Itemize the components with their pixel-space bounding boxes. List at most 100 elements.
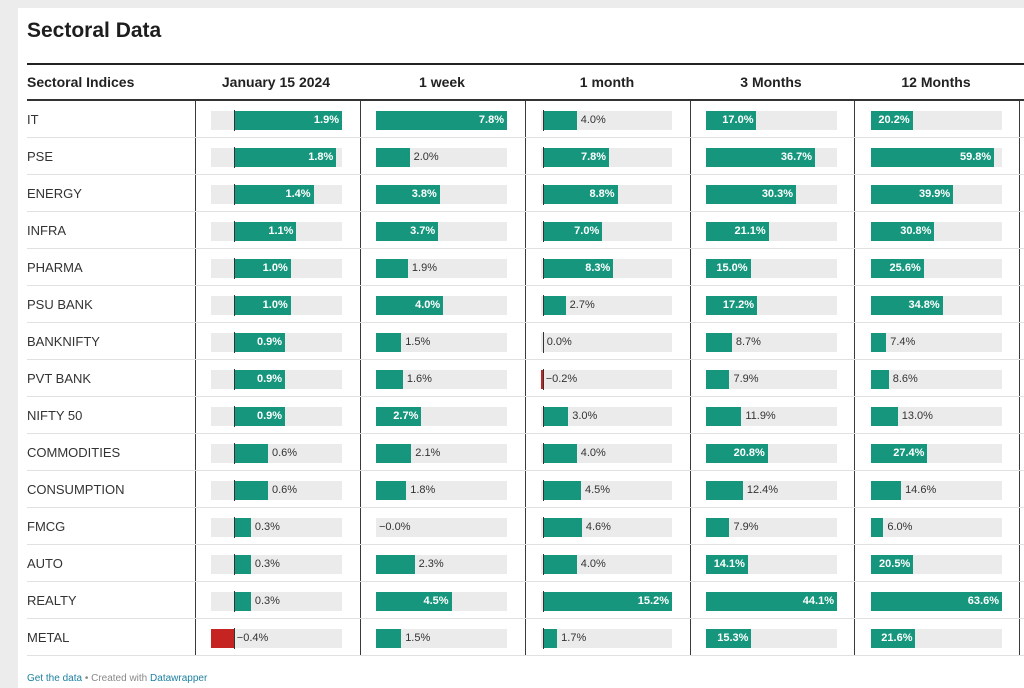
- bar: [376, 148, 410, 167]
- bar: [871, 111, 913, 130]
- value-label: 14.1%: [713, 558, 745, 570]
- bar-track: 1.8%: [211, 147, 342, 168]
- row-separator: [27, 396, 1024, 397]
- bar-track: 7.4%: [871, 333, 1002, 352]
- bar: [542, 222, 603, 241]
- value-label: 8.7%: [735, 336, 761, 348]
- bar-track: 20.8%: [706, 444, 837, 463]
- bar-track: 15.2%: [541, 591, 672, 612]
- bar: [706, 259, 751, 278]
- value-label: 3.7%: [410, 225, 436, 237]
- row-separator: [27, 544, 1024, 545]
- zero-line: [542, 258, 544, 279]
- row-separator: [27, 618, 1024, 619]
- bar-track: 21.6%: [871, 629, 1002, 648]
- column-divider: [690, 101, 691, 655]
- bar: [233, 259, 291, 278]
- bar-track: 8.6%: [871, 370, 1002, 389]
- value-label: −0.4%: [236, 632, 269, 644]
- row-label: BANKNIFTY: [27, 334, 100, 349]
- bar-track: 7.0%: [541, 221, 672, 242]
- row-separator: [27, 174, 1024, 175]
- datawrapper-link[interactable]: Datawrapper: [150, 673, 208, 684]
- row-label: PSE: [27, 149, 54, 164]
- bar-track: 20.2%: [871, 111, 1002, 130]
- bar: [376, 222, 439, 241]
- row-label: METAL: [27, 630, 70, 645]
- bar-track: 1.6%: [376, 370, 507, 389]
- bar-track: 2.7%: [376, 407, 507, 426]
- row-separator: [27, 248, 1024, 249]
- bar-track: 1.7%: [541, 628, 672, 649]
- bar-track: 34.8%: [871, 296, 1002, 315]
- column-header-2: 1 week: [419, 74, 465, 90]
- bar-track: 15.3%: [706, 629, 837, 648]
- bar: [233, 370, 286, 389]
- bar: [706, 518, 730, 537]
- bar-track: 0.6%: [211, 443, 342, 464]
- zero-line: [542, 369, 544, 390]
- value-label: 0.3%: [254, 558, 280, 570]
- value-label: 39.9%: [918, 188, 951, 200]
- table-row: BANKNIFTY 0.9% 1.5% 0.0% 8.7% 7.4%: [27, 323, 1024, 360]
- zero-line: [233, 258, 235, 279]
- value-label: 1.5%: [405, 336, 431, 348]
- bar: [542, 407, 569, 426]
- zero-line: [233, 147, 235, 168]
- bar: [542, 555, 577, 574]
- value-label: 6.0%: [887, 521, 913, 533]
- row-separator: [27, 137, 1024, 138]
- zero-line: [542, 443, 544, 464]
- table-row: CONSUMPTION 0.6% 1.8% 4.5% 12.4% 14.6%: [27, 471, 1024, 508]
- value-label: 30.3%: [761, 188, 794, 200]
- value-label: 15.3%: [717, 632, 749, 644]
- bar: [542, 259, 614, 278]
- row-label: NIFTY 50: [27, 408, 83, 423]
- table-row: NIFTY 50 0.9% 2.7% 3.0% 11.9% 13.0%: [27, 397, 1024, 434]
- bar: [706, 629, 752, 648]
- column-divider: [360, 101, 361, 655]
- row-label: IT: [27, 112, 39, 127]
- bar: [871, 407, 898, 426]
- value-label: 1.0%: [262, 299, 288, 311]
- value-label: 17.0%: [722, 114, 754, 126]
- table-row: PSE 1.8% 2.0% 7.8% 36.7% 59.8%: [27, 138, 1024, 175]
- bar: [871, 481, 902, 500]
- zero-line: [233, 480, 235, 501]
- bar: [376, 370, 403, 389]
- get-the-data-link[interactable]: Get the data: [27, 673, 83, 684]
- bar-track: 2.0%: [376, 148, 507, 167]
- value-label: 3.0%: [572, 410, 598, 422]
- value-label: 8.6%: [892, 373, 918, 385]
- column-header-1: January 15 2024: [221, 74, 331, 90]
- bar: [233, 407, 286, 426]
- value-label: 27.4%: [893, 447, 925, 459]
- value-label: 2.7%: [393, 410, 419, 422]
- bar: [871, 555, 914, 574]
- zero-line: [233, 221, 235, 242]
- zero-line: [542, 332, 544, 353]
- zero-line: [542, 480, 544, 501]
- zero-line: [542, 184, 544, 205]
- value-label: 11.9%: [745, 410, 776, 422]
- zero-line: [233, 295, 235, 316]
- value-label: 25.6%: [889, 262, 921, 274]
- zero-line: [233, 517, 235, 538]
- bar: [233, 518, 251, 537]
- row-separator: [27, 285, 1024, 286]
- value-label: 0.3%: [254, 595, 280, 607]
- column-header-3: 1 month: [579, 74, 635, 90]
- value-label: 63.6%: [967, 595, 999, 607]
- bar-track: 15.0%: [706, 259, 837, 278]
- zero-line: [542, 221, 544, 242]
- bar-track: 4.5%: [376, 592, 507, 611]
- bar-track: 25.6%: [871, 259, 1002, 278]
- bar: [542, 296, 566, 315]
- footer: Get the data • Created with Datawrapper: [27, 673, 207, 684]
- table-row: PSU BANK 1.0% 4.0% 2.7% 17.2% 34.8%: [27, 286, 1024, 323]
- bar-track: 0.6%: [211, 480, 342, 501]
- bar-track: 4.0%: [376, 296, 507, 315]
- table-row: ENERGY 1.4% 3.8% 8.8% 30.3% 39.9%: [27, 175, 1024, 212]
- column-divider: [1019, 101, 1020, 655]
- value-label: 4.0%: [580, 558, 606, 570]
